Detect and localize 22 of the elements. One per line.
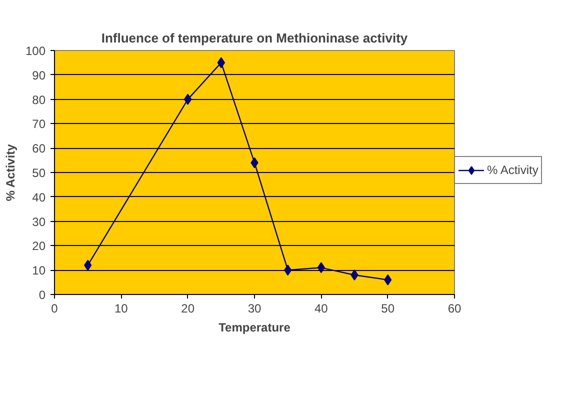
y-tick-label: 40 [32,190,46,204]
x-tick-label: 50 [381,302,395,316]
x-tick-label: 40 [314,302,328,316]
y-tick-label: 90 [32,68,46,82]
y-tick-label: 80 [32,92,46,107]
x-tick-label: 10 [114,302,128,316]
chart-title: Influence of temperature on Methioninase activity [101,30,408,46]
x-tick-label: 20 [181,302,195,316]
y-tick-label: 60 [32,142,46,156]
y-tick-label: 50 [32,166,46,180]
x-axis-title: Temperature [218,320,291,334]
x-tick-label: 30 [248,302,262,316]
x-tick-label: 60 [448,302,462,316]
y-tick-label: 70 [32,117,46,132]
x-tick-label: 0 [51,302,58,316]
legend-label: % Activity [487,163,538,177]
y-tick-label: 0 [38,288,46,302]
y-tick-label: 30 [32,214,46,229]
y-axis-title: % Activity [3,144,18,202]
y-tick-label: 100 [25,44,46,58]
y-tick-label: 10 [32,264,46,278]
y-tick-label: 20 [32,239,46,254]
